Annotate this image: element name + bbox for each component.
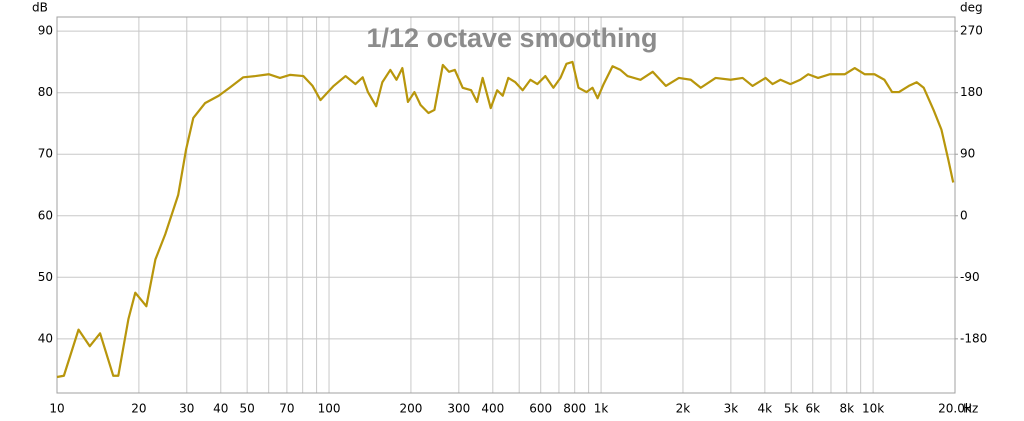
x-tick-label: 200 <box>399 402 422 416</box>
x-tick-label: 100 <box>318 402 341 416</box>
x-tick-label: 400 <box>481 402 504 416</box>
x-tick-label: 5k <box>784 402 799 416</box>
plot-frame <box>56 16 956 394</box>
y-tick-label: 50 <box>38 270 53 284</box>
x-tick-label: 600 <box>529 402 552 416</box>
y-tick-label: 80 <box>38 85 53 99</box>
x-tick-label: 8k <box>839 402 854 416</box>
x-tick-label: 2k <box>676 402 691 416</box>
y-tick-label: 90 <box>38 24 53 38</box>
x-tick-label: 30 <box>179 402 194 416</box>
y2-tick-label: 90 <box>960 147 975 161</box>
y2-tick-label: 0 <box>960 208 968 222</box>
x-tick-label: 1k <box>594 402 609 416</box>
x-tick-label: 10k <box>862 402 884 416</box>
x-tick-label: 20 <box>131 402 146 416</box>
x-axis-label: Hz <box>963 402 978 416</box>
x-tick-label: 4k <box>758 402 773 416</box>
x-tick-label: 40 <box>213 402 228 416</box>
y2-tick-label: 270 <box>960 24 983 38</box>
response-line <box>56 60 955 379</box>
y-axis-label: dB <box>32 1 48 15</box>
y-tick-label: 60 <box>38 208 53 222</box>
x-tick-label: 10 <box>49 402 64 416</box>
x-tick-label: 300 <box>447 402 470 416</box>
x-tick-label: 50 <box>240 402 255 416</box>
y2-axis-label: deg <box>960 1 983 15</box>
y2-tick-label: -180 <box>960 331 987 345</box>
x-tick-label: 6k <box>805 402 820 416</box>
x-tick-label: 800 <box>563 402 586 416</box>
chart-title: 1/12 octave smoothing <box>366 23 657 53</box>
x-tick-label: 20.0k <box>938 402 972 416</box>
y-tick-label: 70 <box>38 147 53 161</box>
y-tick-label: 40 <box>38 331 53 345</box>
x-tick-label: 3k <box>724 402 739 416</box>
y2-tick-label: 180 <box>960 85 983 99</box>
y2-tick-label: -90 <box>960 270 980 284</box>
x-tick-label: 70 <box>279 402 294 416</box>
